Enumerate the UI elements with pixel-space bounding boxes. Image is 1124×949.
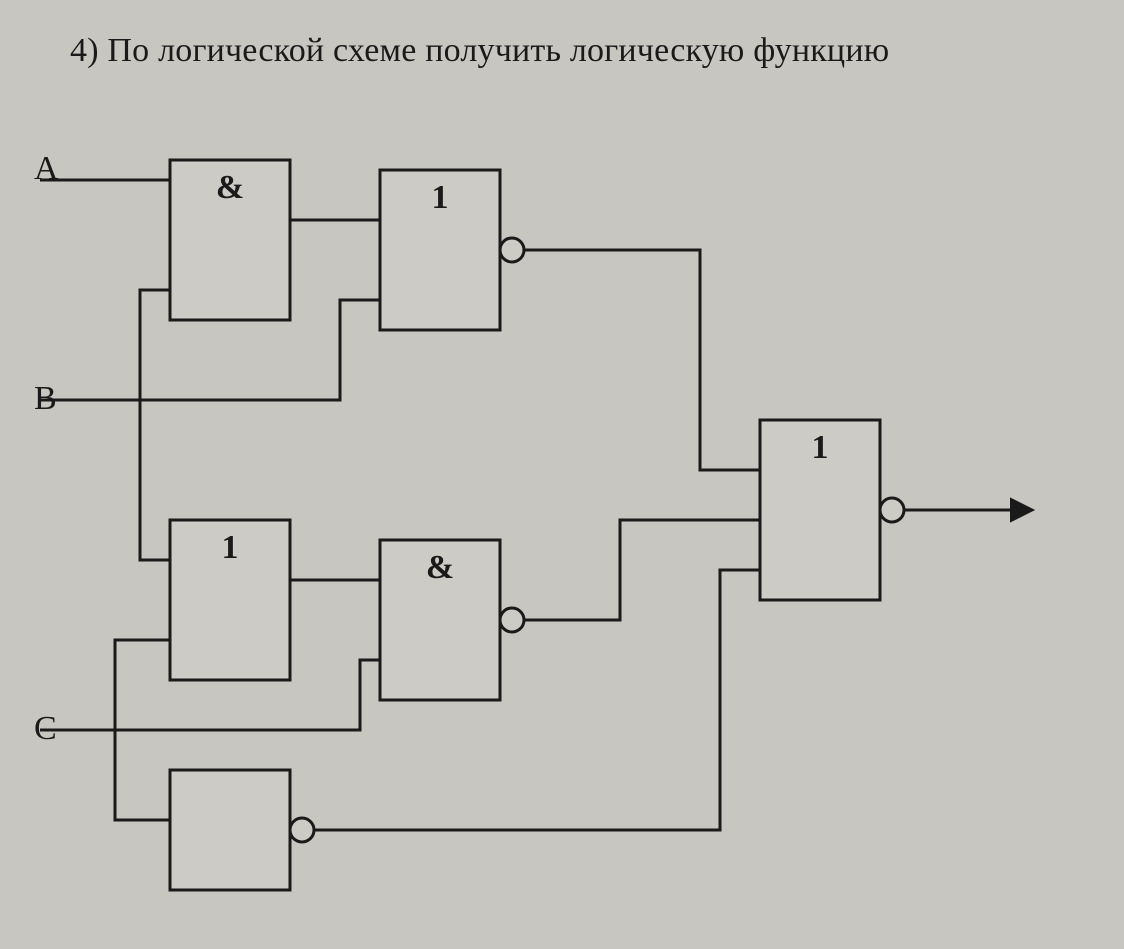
page-root: 4) По логической схеме получить логическ… [0,0,1124,949]
logic-circuit-diagram: & 1 1 & 1 [0,0,1124,949]
output-arrow-icon [1010,497,1035,522]
gate-label-g6: 1 [812,429,829,466]
wire-6 [524,250,760,470]
wire-0 [140,290,170,560]
gate-bubble-g4 [500,608,524,632]
gate-bubble-g2 [500,238,524,262]
gate-label-g2: 1 [432,179,449,216]
gate-label-g3: 1 [222,529,239,566]
gate-bubble-g5 [290,818,314,842]
gate-g5 [170,770,290,890]
gate-bubble-g6 [880,498,904,522]
gate-label-g4: & [426,549,454,586]
gate-label-g1: & [216,169,244,206]
